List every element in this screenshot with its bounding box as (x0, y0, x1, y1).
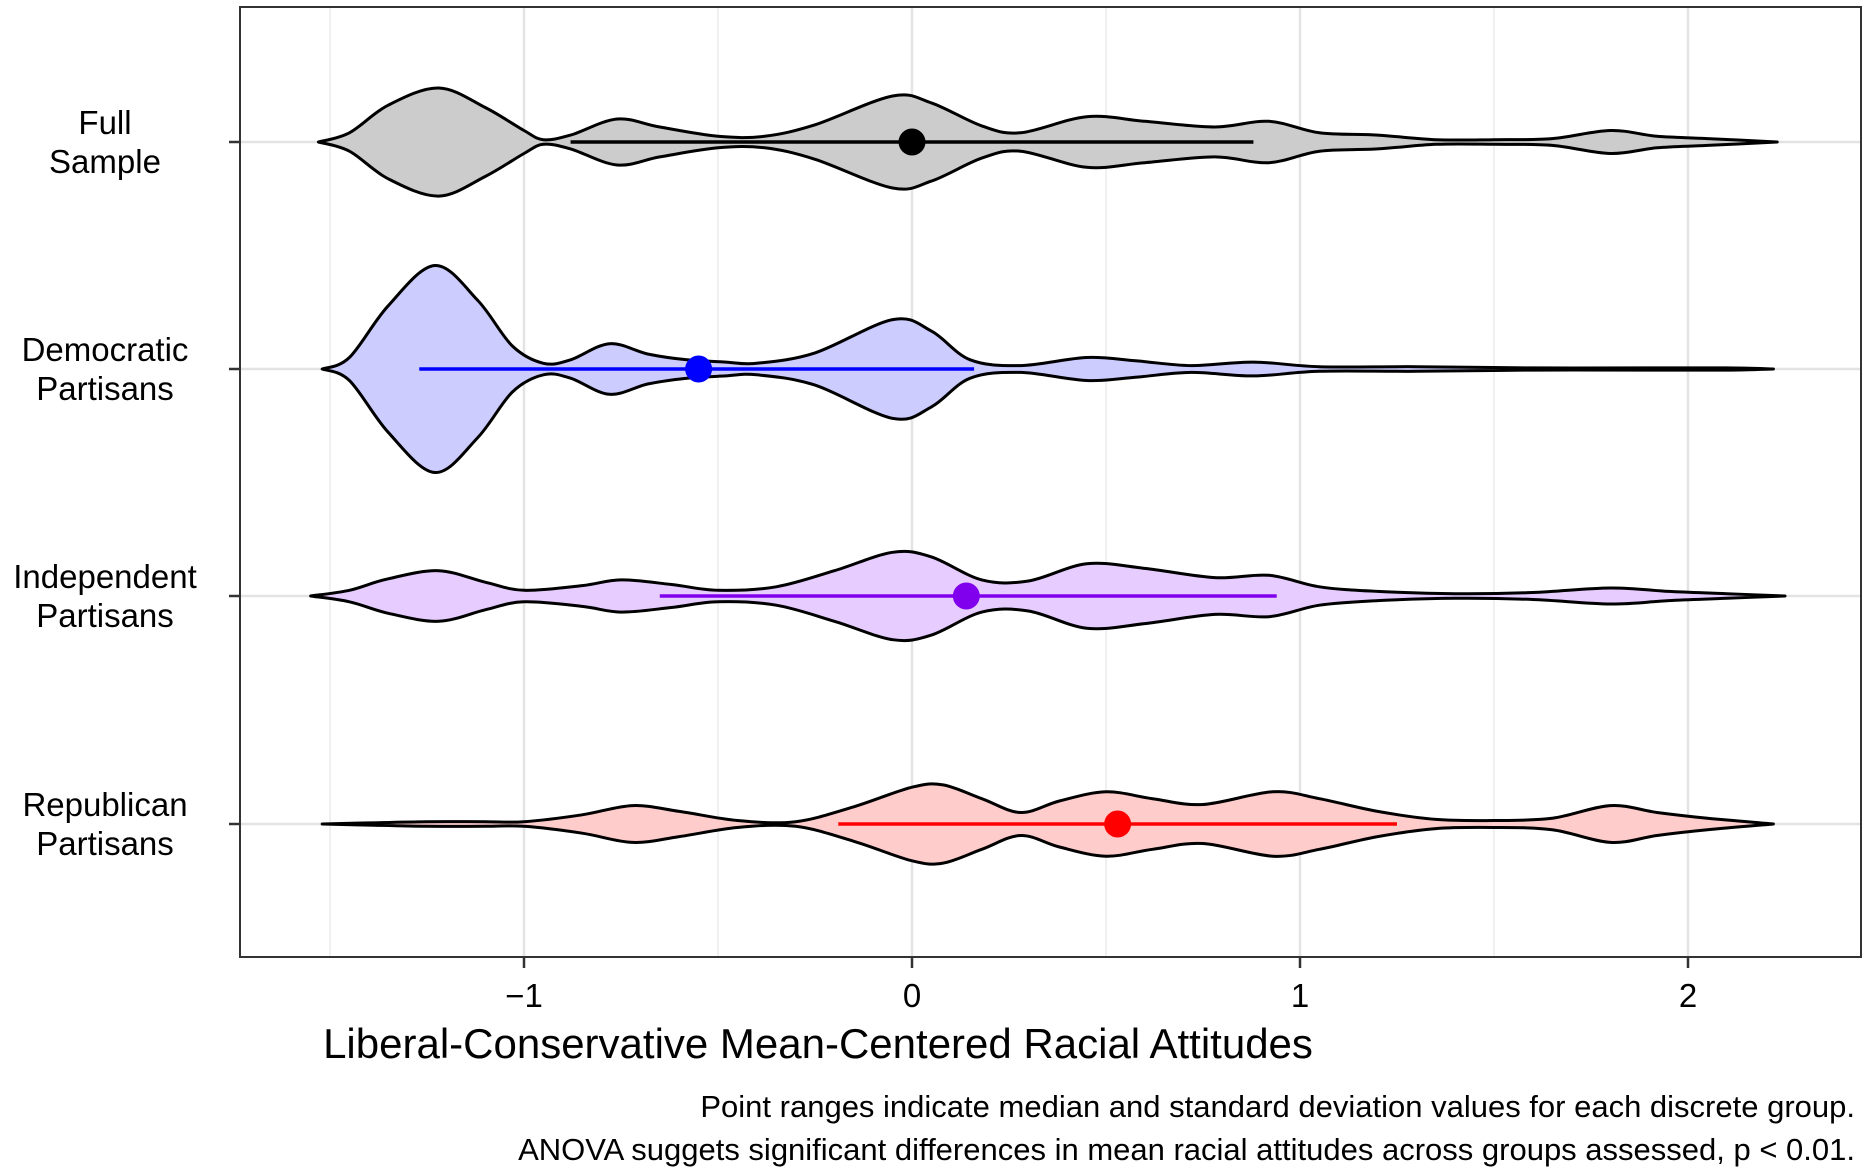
median-point-0 (898, 128, 926, 156)
panel-border (239, 6, 1862, 958)
x-tick-label: −1 (505, 977, 543, 1014)
violin-1 (320, 264, 1775, 474)
x-tick-label: 2 (1679, 977, 1697, 1014)
category-label-1-0: Democratic (22, 331, 189, 368)
x-tick-label: 0 (903, 977, 921, 1014)
median-point-2 (952, 582, 980, 610)
category-label-2-0: Independent (13, 558, 197, 595)
median-point-3 (1104, 810, 1132, 838)
category-label-3-0: Republican (22, 786, 187, 823)
violins (309, 86, 1787, 866)
category-label-3-1: Partisans (36, 825, 174, 862)
axes: FullSampleDemocraticPartisansIndependent… (13, 104, 1697, 1014)
category-label-2-1: Partisans (36, 597, 174, 634)
category-label-0-1: Sample (49, 143, 161, 180)
x-axis-title: Liberal-Conservative Mean-Centered Racia… (323, 1020, 1313, 1067)
caption-line-2: ANOVA suggets significant differences in… (518, 1132, 1855, 1167)
category-label-1-1: Partisans (36, 370, 174, 407)
median-point-1 (685, 355, 713, 383)
x-tick-label: 1 (1291, 977, 1309, 1014)
caption-line-1: Point ranges indicate median and standar… (700, 1089, 1855, 1124)
category-label-0-0: Full (78, 104, 131, 141)
